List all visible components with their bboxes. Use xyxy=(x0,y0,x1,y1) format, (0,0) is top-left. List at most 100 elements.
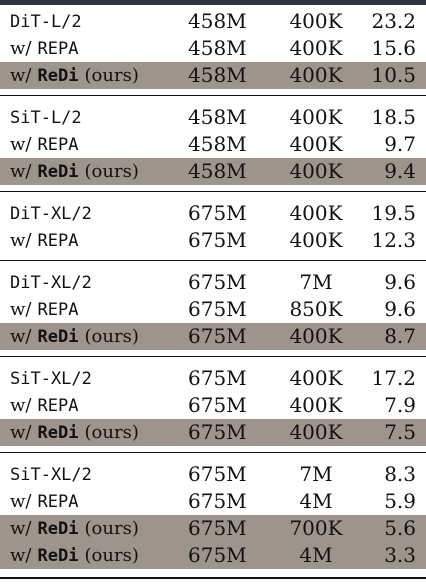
method-name: ReDi xyxy=(37,66,79,86)
with-prefix: w/ xyxy=(10,230,32,251)
group-separator xyxy=(0,356,426,357)
method-cell: w/ ReDi (ours) xyxy=(10,158,180,185)
params-cell: 458M xyxy=(188,63,247,87)
iterations-cell: 400K xyxy=(289,228,343,252)
params-cell: 458M xyxy=(188,105,247,129)
method-cell: SiT-XL/2 xyxy=(10,365,180,392)
table-row: DiT-L/2 458M 400K 23.2 xyxy=(0,8,426,35)
group-separator xyxy=(0,452,426,453)
group-separator xyxy=(0,95,426,96)
params-cell: 675M xyxy=(188,516,247,540)
method-name: REPA xyxy=(37,492,79,512)
params-cell: 675M xyxy=(188,228,247,252)
with-prefix: w/ xyxy=(10,395,32,416)
table-row: SiT-L/2 458M 400K 18.5 xyxy=(0,104,426,131)
ours-suffix: (ours) xyxy=(84,518,139,539)
table-row: DiT-XL/2 675M 7M 9.6 xyxy=(0,269,426,296)
params-cell: 675M xyxy=(188,324,247,348)
params-cell: 675M xyxy=(188,270,247,294)
iterations-cell: 400K xyxy=(289,105,343,129)
iterations-cell: 400K xyxy=(289,63,343,87)
with-prefix: w/ xyxy=(10,134,32,155)
params-cell: 458M xyxy=(188,132,247,156)
method-name: ReDi xyxy=(37,162,79,182)
method-cell: w/ ReDi (ours) xyxy=(10,323,180,350)
model-name: DiT-L/2 xyxy=(10,12,82,32)
table-row: w/ REPA 675M 400K 7.9 xyxy=(0,392,426,419)
with-prefix: w/ xyxy=(10,299,32,320)
fid-cell: 12.3 xyxy=(371,228,416,252)
params-cell: 675M xyxy=(188,462,247,486)
table-row: DiT-XL/2 675M 400K 19.5 xyxy=(0,200,426,227)
fid-cell: 9.6 xyxy=(384,297,416,321)
fid-cell: 18.5 xyxy=(371,105,416,129)
params-cell: 675M xyxy=(188,297,247,321)
table-row-highlighted: w/ ReDi (ours) 675M 400K 7.5 xyxy=(0,419,426,446)
group-separator xyxy=(0,260,426,261)
params-cell: 675M xyxy=(188,420,247,444)
ours-suffix: (ours) xyxy=(84,161,139,182)
params-cell: 675M xyxy=(188,543,247,567)
method-cell: w/ REPA xyxy=(10,392,180,419)
fid-cell: 7.9 xyxy=(384,393,416,417)
method-cell: w/ REPA xyxy=(10,35,180,62)
table-row: w/ REPA 675M 850K 9.6 xyxy=(0,296,426,323)
iterations-cell: 400K xyxy=(289,324,343,348)
fid-cell: 17.2 xyxy=(371,366,416,390)
method-name: ReDi xyxy=(37,423,79,443)
with-prefix: w/ xyxy=(10,518,32,539)
method-cell: w/ REPA xyxy=(10,131,180,158)
model-name: DiT-XL/2 xyxy=(10,273,92,293)
method-cell: w/ ReDi (ours) xyxy=(10,62,180,89)
table-row: w/ REPA 458M 400K 15.6 xyxy=(0,35,426,62)
params-cell: 675M xyxy=(188,201,247,225)
fid-cell: 5.9 xyxy=(384,489,416,513)
iterations-cell: 4M xyxy=(299,543,333,567)
iterations-cell: 400K xyxy=(289,159,343,183)
fid-cell: 7.5 xyxy=(384,420,416,444)
method-name: ReDi xyxy=(37,546,79,566)
params-cell: 675M xyxy=(188,393,247,417)
method-name: REPA xyxy=(37,231,79,251)
model-name: SiT-XL/2 xyxy=(10,465,92,485)
method-cell: w/ REPA xyxy=(10,488,180,515)
model-name: SiT-L/2 xyxy=(10,108,82,128)
method-name: ReDi xyxy=(37,519,79,539)
table-row-highlighted: w/ ReDi (ours) 675M 4M 3.3 xyxy=(0,542,426,569)
method-cell: DiT-L/2 xyxy=(10,8,180,35)
method-name: REPA xyxy=(37,135,79,155)
table-row-highlighted: w/ ReDi (ours) 675M 700K 5.6 xyxy=(0,515,426,542)
with-prefix: w/ xyxy=(10,161,32,182)
method-name: ReDi xyxy=(37,327,79,347)
method-cell: w/ REPA xyxy=(10,227,180,254)
fid-cell: 9.4 xyxy=(384,159,416,183)
method-cell: DiT-XL/2 xyxy=(10,200,180,227)
model-name: DiT-XL/2 xyxy=(10,204,92,224)
iterations-cell: 400K xyxy=(289,36,343,60)
params-cell: 675M xyxy=(188,489,247,513)
iterations-cell: 4M xyxy=(299,489,333,513)
fid-cell: 23.2 xyxy=(371,9,416,33)
fid-cell: 9.6 xyxy=(384,270,416,294)
method-cell: DiT-XL/2 xyxy=(10,269,180,296)
iterations-cell: 850K xyxy=(289,297,343,321)
method-name: REPA xyxy=(37,396,79,416)
method-name: REPA xyxy=(37,39,79,59)
ours-suffix: (ours) xyxy=(84,65,139,86)
table-row: w/ REPA 675M 400K 12.3 xyxy=(0,227,426,254)
params-cell: 458M xyxy=(188,9,247,33)
iterations-cell: 400K xyxy=(289,393,343,417)
fid-cell: 9.7 xyxy=(384,132,416,156)
ours-suffix: (ours) xyxy=(84,326,139,347)
iterations-cell: 400K xyxy=(289,366,343,390)
with-prefix: w/ xyxy=(10,491,32,512)
fid-cell: 15.6 xyxy=(371,36,416,60)
table-row-highlighted: w/ ReDi (ours) 458M 400K 10.5 xyxy=(0,62,426,89)
params-cell: 458M xyxy=(188,36,247,60)
params-cell: 458M xyxy=(188,159,247,183)
iterations-cell: 400K xyxy=(289,9,343,33)
method-cell: SiT-XL/2 xyxy=(10,461,180,488)
method-cell: w/ ReDi (ours) xyxy=(10,515,180,542)
with-prefix: w/ xyxy=(10,422,32,443)
